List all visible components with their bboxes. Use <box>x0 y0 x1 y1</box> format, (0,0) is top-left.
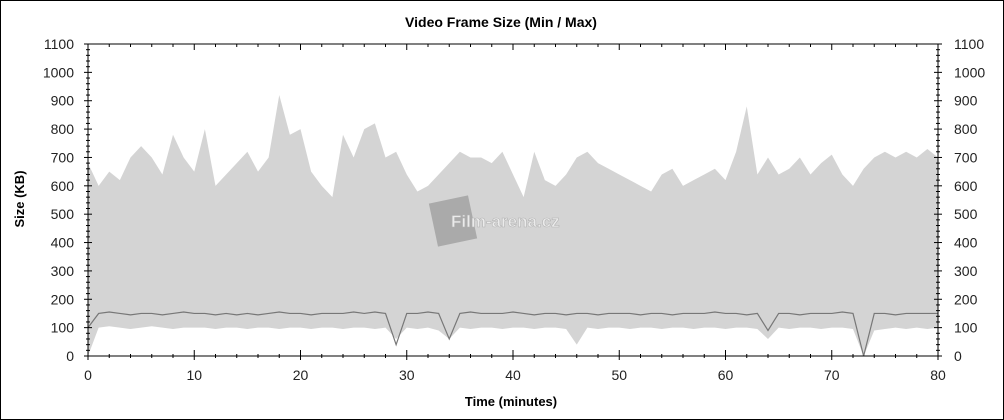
y-tick-label-right: 400 <box>954 235 978 251</box>
y-tick-label-left: 300 <box>51 263 75 279</box>
y-tick-label-right: 900 <box>954 93 978 109</box>
y-tick-label-left: 0 <box>66 348 74 364</box>
x-tick-label: 10 <box>186 367 202 383</box>
watermark-text: Film-arena.cz <box>451 212 560 231</box>
y-tick-label-right: 200 <box>954 291 978 307</box>
y-tick-label-left: 900 <box>51 93 75 109</box>
series-max-min-band <box>88 95 938 357</box>
y-tick-label-right: 800 <box>954 121 978 137</box>
y-tick-label-left: 1000 <box>43 64 74 80</box>
y-tick-label-right: 300 <box>954 263 978 279</box>
y-tick-label-left: 200 <box>51 291 75 307</box>
x-tick-label: 60 <box>718 367 734 383</box>
x-tick-label: 0 <box>84 367 92 383</box>
x-axis-label: Time (minutes) <box>465 394 557 409</box>
x-tick-label: 30 <box>399 367 415 383</box>
x-tick-label: 40 <box>505 367 521 383</box>
y-tick-label-left: 600 <box>51 178 75 194</box>
y-tick-label-left: 800 <box>51 121 75 137</box>
y-tick-label-right: 100 <box>954 320 978 336</box>
x-tick-label: 80 <box>930 367 946 383</box>
y-tick-label-left: 500 <box>51 206 75 222</box>
x-tick-label: 70 <box>824 367 840 383</box>
x-tick-label: 50 <box>611 367 627 383</box>
y-axis-label: Size (KB) <box>12 170 27 227</box>
y-tick-label-right: 0 <box>954 348 962 364</box>
y-tick-label-right: 1100 <box>954 36 984 52</box>
y-tick-label-left: 100 <box>51 320 75 336</box>
x-tick-label: 20 <box>293 367 309 383</box>
y-tick-label-left: 1100 <box>44 36 74 52</box>
y-tick-label-left: 400 <box>51 235 75 251</box>
plot-area <box>87 95 938 357</box>
chart-title: Video Frame Size (Min / Max) <box>405 14 597 30</box>
y-tick-label-right: 600 <box>954 178 978 194</box>
watermark-logo: Film-arena.cz <box>428 195 560 247</box>
y-tick-label-right: 700 <box>954 149 978 165</box>
y-tick-label-right: 500 <box>954 206 978 222</box>
y-tick-label-left: 700 <box>51 149 75 165</box>
series-line <box>87 311 938 357</box>
y-tick-label-right: 1000 <box>954 64 985 80</box>
